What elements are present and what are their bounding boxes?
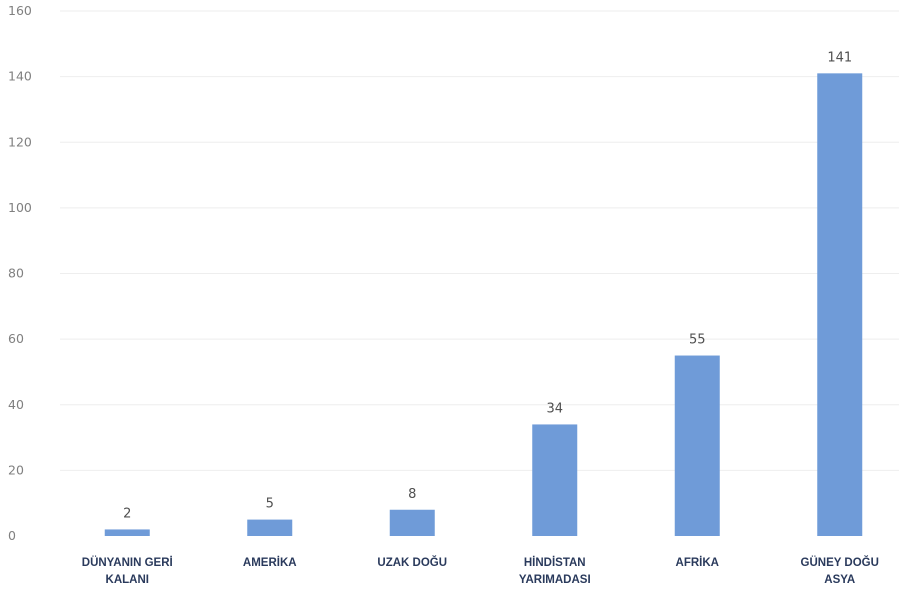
y-tick-label: 80 (8, 266, 24, 281)
y-tick-label: 160 (8, 3, 32, 18)
bars (104, 73, 863, 536)
category-label: AFRİKA (676, 556, 719, 569)
y-axis-tick-labels: 0 20 40 60 80 100 120 140 160 (8, 3, 32, 543)
data-label: 2 (123, 506, 131, 521)
y-tick-label: 100 (8, 200, 32, 215)
bar (674, 355, 720, 536)
data-labels: 2 5 8 34 55 141 (123, 50, 852, 521)
bar (104, 529, 150, 536)
y-tick-label: 120 (8, 134, 32, 149)
y-tick-label: 20 (8, 462, 24, 477)
category-label: GÜNEY DOĞU (801, 556, 879, 569)
category-label: AMERİKA (243, 556, 297, 569)
bar (247, 519, 293, 536)
data-label: 34 (546, 401, 563, 416)
y-tick-label: 40 (8, 397, 24, 412)
bar (389, 509, 435, 536)
data-label: 5 (266, 497, 274, 512)
y-tick-label: 0 (8, 528, 16, 543)
data-label: 55 (689, 333, 706, 348)
category-label: UZAK DOĞU (377, 556, 447, 569)
category-label: YARIMADASI (519, 574, 591, 586)
bar (817, 73, 863, 536)
y-tick-label: 60 (8, 331, 24, 346)
data-label: 141 (827, 50, 852, 65)
category-label: DÜNYANIN GERİ (82, 556, 173, 569)
category-label: KALANI (106, 574, 149, 586)
category-label: ASYA (824, 574, 855, 586)
gridlines (60, 10, 899, 471)
category-label: HİNDİSTAN (524, 556, 586, 569)
data-label: 8 (408, 487, 416, 502)
category-labels: DÜNYANIN GERİ KALANI AMERİKA UZAK DOĞU HİNDİ… (82, 556, 879, 586)
bar (532, 424, 578, 536)
y-tick-label: 140 (8, 69, 32, 84)
